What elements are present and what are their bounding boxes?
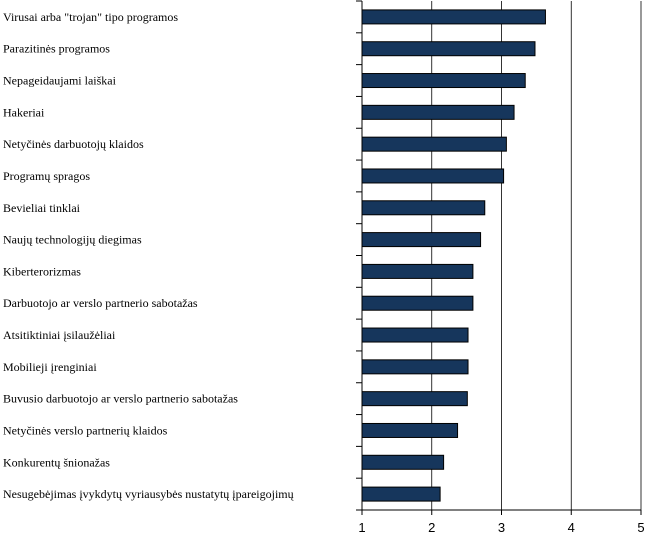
bar: [361, 9, 546, 25]
category-label: Virusai arba "trojan" tipo programos: [3, 10, 178, 24]
category-label: Netyčinės verslo partnerių klaidos: [3, 423, 168, 437]
category-label: Mobilieji įrenginiai: [3, 360, 97, 374]
bar: [361, 486, 441, 502]
category-label: Nepageidaujami laiškai: [3, 74, 117, 88]
axes: [356, 0, 642, 515]
category-label: Kiberterorizmas: [3, 264, 81, 278]
bar: [361, 295, 474, 311]
x-tick-labels: 1 2 3 4 5: [358, 520, 644, 535]
x-tick-label: 5: [637, 520, 644, 535]
x-tick-label: 1: [358, 520, 365, 535]
x-tick-label: 3: [498, 520, 505, 535]
x-tick-label: 4: [568, 520, 575, 535]
category-label: Bevieliai tinklai: [3, 201, 81, 215]
bar: [361, 136, 507, 152]
bar: [361, 454, 445, 470]
bar: [361, 168, 505, 184]
category-label: Nesugebėjimas įvykdytų vyriausybės nusta…: [3, 487, 294, 501]
bar: [361, 422, 459, 438]
bar: [361, 263, 474, 279]
category-label: Netyčinės darbuotojų klaidos: [3, 137, 144, 151]
category-labels: Virusai arba "trojan" tipo programos Para…: [3, 10, 294, 501]
category-label: Darbuotojo ar verslo partnerio sabotažas: [3, 296, 198, 310]
category-label: Hakeriai: [3, 105, 45, 119]
bar: [361, 232, 482, 248]
bars: [361, 9, 546, 502]
category-label: Buvusio darbuotojo ar verslo partnerio s…: [3, 392, 238, 406]
category-label: Atsitiktiniai įsilaužėliai: [3, 328, 116, 342]
bar: [361, 41, 536, 57]
bar: [361, 327, 469, 343]
bar: [361, 104, 515, 120]
bar: [361, 73, 526, 89]
category-label: Konkurentų šnionažas: [3, 455, 110, 469]
bar: [361, 391, 468, 407]
category-label: Naujų technologijų diegimas: [3, 233, 142, 247]
category-label: Parazitinės programos: [3, 42, 110, 56]
category-label: Programų spragos: [3, 169, 90, 183]
x-tick-label: 2: [428, 520, 435, 535]
bar: [361, 200, 486, 216]
bar: [361, 359, 469, 375]
